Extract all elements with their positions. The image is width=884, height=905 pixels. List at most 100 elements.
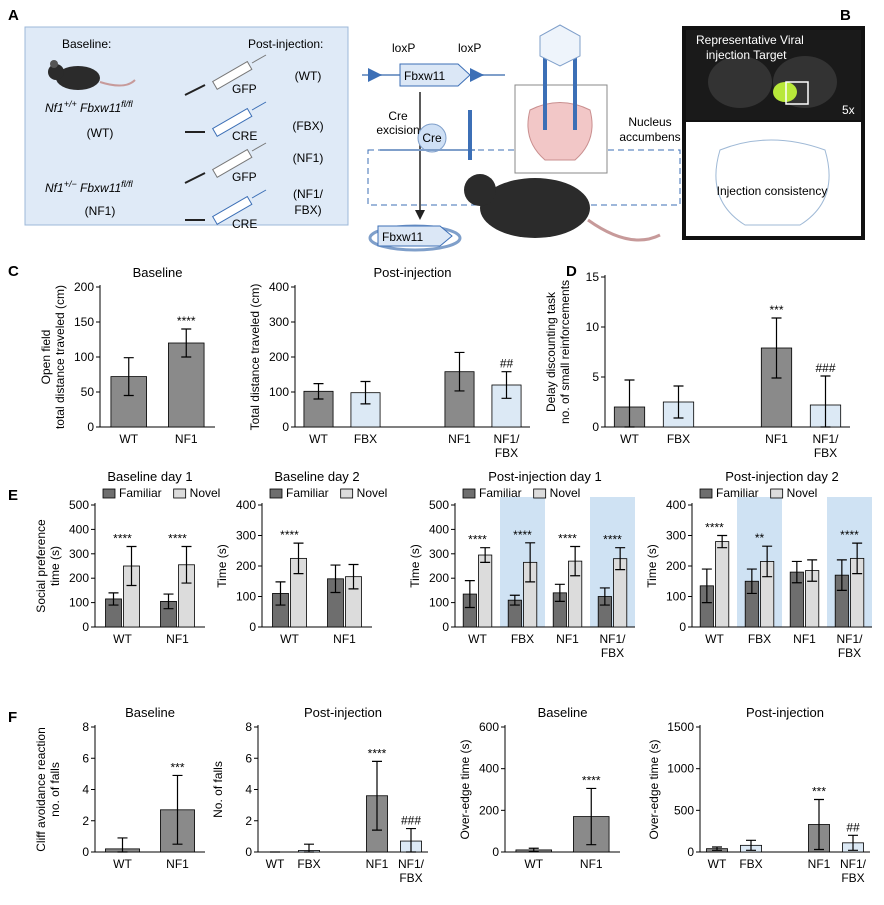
y-tick-label: 8 (82, 720, 89, 734)
error-bar (126, 545, 137, 587)
y-tick-label: 300 (69, 547, 89, 561)
error-bar (836, 559, 847, 591)
vector-label: CRE (232, 129, 257, 143)
significance: ### (815, 361, 835, 375)
chart-title: Baseline (133, 265, 183, 280)
vector-label: CRE (232, 217, 257, 231)
label-line: FBX (601, 646, 624, 660)
chart-title: Post-injection (373, 265, 451, 280)
x-tick-label: WT (620, 432, 639, 446)
label-line: FBX (841, 871, 864, 885)
x-tick-label: WT (119, 432, 138, 446)
y-tick-label: 400 (269, 280, 289, 294)
chart-title: Post-injection day 1 (488, 469, 601, 484)
x-tick-label: WT (705, 632, 724, 646)
y-tick-label: 100 (236, 590, 256, 604)
error-bar (293, 542, 304, 575)
significance: **** (113, 531, 132, 545)
error-bar (181, 328, 192, 358)
atlas-image (686, 122, 861, 236)
needle (251, 189, 267, 199)
target-box (785, 81, 809, 105)
label-line: NF1/ (493, 432, 520, 446)
error-bar (501, 371, 512, 399)
loxp-label: loxP (392, 41, 415, 55)
y-tick-label: 100 (666, 590, 686, 604)
x-tick-label: FBX (354, 432, 377, 446)
significance: ## (846, 820, 860, 834)
significance: **** (840, 528, 859, 542)
needle (251, 54, 267, 64)
syringe (211, 195, 253, 226)
y-tick-label: 1500 (667, 720, 694, 734)
genotype: Nf1+/+ Fbxw11fl/fl (45, 99, 134, 115)
y-axis-label: time (s) (48, 546, 62, 586)
label-line: Nucleus (628, 115, 671, 129)
y-tick-label: 300 (666, 529, 686, 543)
error-bar (406, 827, 416, 853)
legend-label: Familiar (119, 486, 162, 500)
chart: Baseline day 2 Time (s) 0 100 200 300 400 **** W… (215, 469, 387, 646)
viral-expression (773, 82, 797, 102)
error-bar (848, 834, 858, 851)
label-line: NF1/ (836, 632, 863, 646)
chart-title: Baseline (125, 705, 175, 720)
legend-label: Novel (357, 486, 388, 500)
significance: **** (582, 773, 601, 787)
x-tick-label: NF1/FBX (840, 857, 867, 885)
x-tick-label: NF1/FBX (812, 432, 839, 460)
y-tick-label: 200 (666, 559, 686, 573)
legend-swatch (770, 488, 784, 499)
x-tick-label: WT (113, 857, 132, 871)
y-tick-label: 2 (245, 814, 252, 828)
label-line: FBX (838, 646, 861, 660)
y-axis-label: Open field (39, 330, 53, 385)
y-tick-label: 200 (69, 571, 89, 585)
syringe (211, 148, 253, 179)
group-label: (FBX) (292, 119, 323, 133)
highlight-band (500, 497, 545, 627)
gene-label: Fbxw11 (382, 230, 423, 244)
significance: ** (755, 531, 765, 545)
error-bar (172, 774, 183, 845)
y-tick-label: 500 (429, 498, 449, 512)
y-tick-label: 6 (245, 751, 252, 765)
panel-letter: C (8, 263, 19, 280)
y-tick-label: 200 (269, 350, 289, 364)
construct-diagram (362, 24, 681, 252)
error-bar (454, 351, 465, 392)
significance: *** (170, 760, 184, 774)
error-bar (807, 559, 818, 582)
post-title: Post-injection: (248, 37, 323, 51)
legend-swatch (533, 488, 547, 499)
group-label: (NF1/ (293, 187, 324, 201)
highlight-band (590, 497, 635, 627)
panel-letter: F (8, 709, 17, 726)
error-bar (814, 798, 824, 851)
baseline-title: Baseline: (62, 37, 111, 51)
x-tick-label: NF1 (333, 632, 356, 646)
error-bar (313, 383, 324, 400)
chart-title: Post-injection (746, 705, 824, 720)
error-bar (525, 542, 536, 583)
x-tick-label: NF1 (765, 432, 788, 446)
y-axis-label: Time (s) (645, 544, 659, 588)
chart-title: Baseline (538, 705, 588, 720)
significance: **** (177, 314, 196, 328)
chart-title: Baseline day 2 (274, 469, 359, 484)
label-line: FBX (495, 446, 518, 460)
y-tick-label: 0 (82, 845, 89, 859)
x-tick-label: NF1 (166, 632, 189, 646)
y-axis-label: no. of small reinforcements (558, 280, 572, 424)
y-axis-label: Over-edge time (s) (647, 739, 661, 839)
y-axis-label: Delay discounting task (544, 291, 558, 412)
cre-label: Cre (422, 131, 442, 145)
syringes: GFP CRE GFP CRE (184, 54, 267, 231)
y-tick-label: 8 (245, 720, 252, 734)
y-axis-label: No. of falls (211, 761, 225, 818)
legend-swatch (699, 488, 713, 499)
y-tick-label: 400 (666, 498, 686, 512)
vector-label: GFP (232, 170, 257, 184)
error-bar (712, 846, 722, 851)
y-tick-label: 0 (87, 420, 94, 434)
